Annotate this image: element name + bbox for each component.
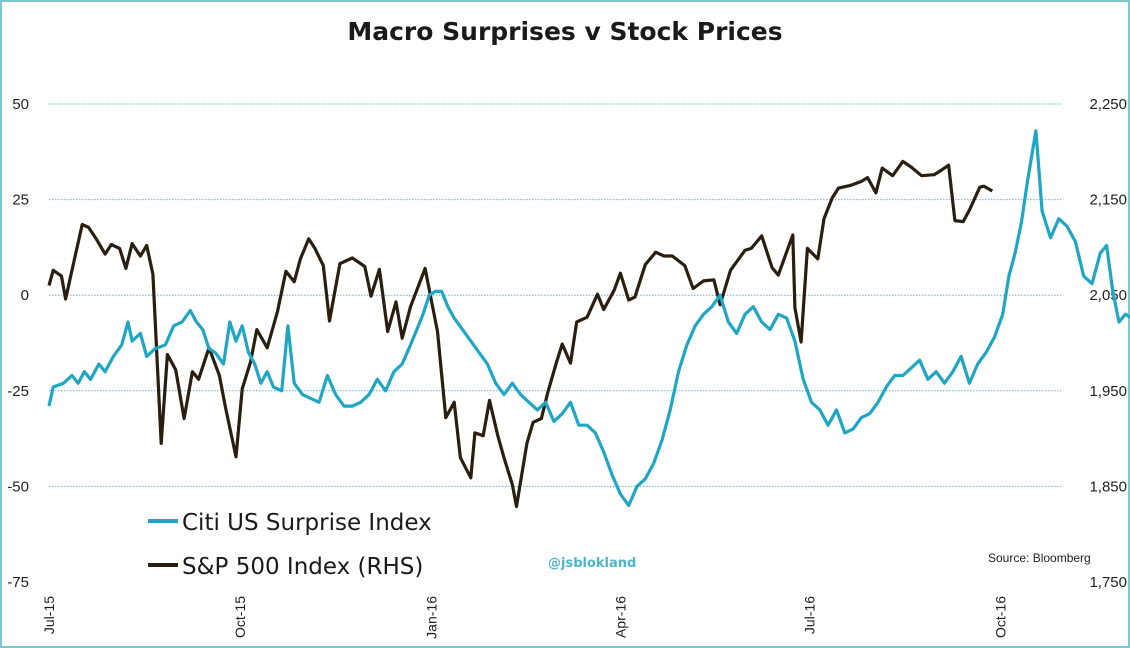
series-line-sp500 [47, 159, 994, 509]
legend: Citi US Surprise Index S&P 500 Index (RH… [148, 510, 432, 580]
right-axis-tick-label: 1,950 [1089, 383, 1127, 400]
right-axis-tick-label: 2,050 [1089, 287, 1127, 304]
left-axis-tick-label: -75 [7, 574, 29, 591]
watermark: @jsblokland [548, 556, 636, 571]
left-axis-ticks: 50 25 0 -25 -50 -75 [7, 96, 29, 591]
left-axis-tick-label: 50 [12, 96, 29, 113]
x-axis-tick-label: Jan-16 [423, 596, 439, 639]
right-axis-tick-label: 2,150 [1089, 192, 1127, 209]
source-label: Source: Bloomberg [988, 551, 1091, 565]
left-axis-tick-label: 25 [12, 192, 29, 209]
left-axis-tick-label: 0 [21, 287, 29, 304]
x-axis-tick-label: Oct-16 [993, 596, 1009, 638]
chart-title: Macro Surprises v Stock Prices [347, 17, 782, 46]
gridlines [49, 103, 1061, 487]
x-axis-tick-label: Jul-16 [801, 596, 817, 634]
right-axis-tick-label: 2,250 [1089, 96, 1127, 113]
x-axis-tick-label: Apr-16 [612, 596, 628, 638]
x-axis-tick-label: Oct-15 [232, 596, 248, 638]
right-axis-tick-label: 1,850 [1089, 478, 1127, 495]
legend-label-citi: Citi US Surprise Index [182, 510, 432, 536]
left-axis-tick-label: -25 [7, 383, 29, 400]
right-axis-ticks: 2,250 2,150 2,050 1,950 1,850 1,750 [1089, 96, 1127, 591]
x-axis-tick-label: Jul-15 [41, 596, 57, 634]
x-axis-ticks: Jul-15 Oct-15 Jan-16 Apr-16 Jul-16 Oct-16 [41, 596, 1009, 639]
right-axis-tick-label: 1,750 [1089, 574, 1127, 591]
legend-label-sp500: S&P 500 Index (RHS) [182, 554, 423, 580]
series-line-citi-surprise [47, 129, 1130, 508]
left-axis-tick-label: -50 [7, 478, 29, 495]
